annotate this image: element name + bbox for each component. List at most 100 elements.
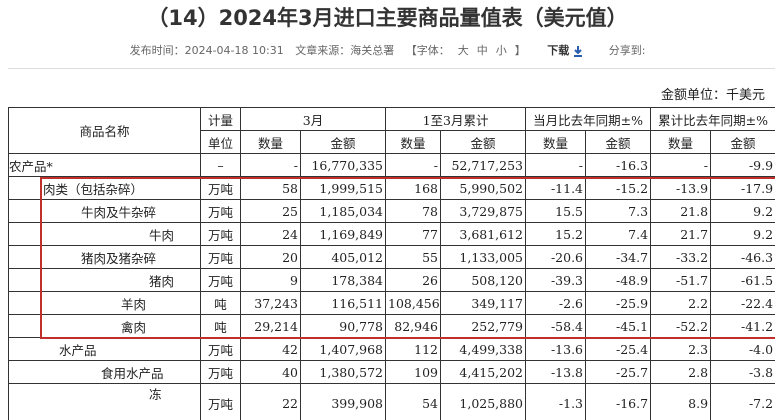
value-cell: -33.2 <box>650 245 712 269</box>
value-cell: 25 <box>240 199 301 223</box>
download-icon[interactable] <box>573 45 583 57</box>
item-name: 猪肉及猪杂碎 <box>8 245 201 269</box>
header-cell: 金额 <box>299 130 387 154</box>
value-cell: 2.2 <box>650 291 712 315</box>
value-cell: 90,778 <box>299 314 387 338</box>
value-cell: -15.2 <box>585 176 652 200</box>
unit-cell: 吨 <box>200 314 241 338</box>
font-label: 【字体： <box>405 44 450 57</box>
value-cell: 15.2 <box>525 222 587 246</box>
item-name: 禽肉 <box>8 314 201 338</box>
value-cell: 20 <box>240 245 301 269</box>
download[interactable]: 下载 <box>547 44 570 57</box>
value-cell: 1,169,849 <box>299 222 387 246</box>
value-cell: -1.3 <box>525 383 587 420</box>
font-size[interactable]: 小 <box>495 44 507 57</box>
header-cell: 计量 <box>200 107 241 131</box>
unit-cell: 万吨 <box>200 337 241 361</box>
value-cell: 4,415,202 <box>440 360 527 384</box>
header-cell: 1至3月累计 <box>385 107 527 131</box>
value-cell: 9 <box>240 268 301 292</box>
value-cell: 9.2 <box>710 222 775 246</box>
table-row: 农产品* – -16,770,335-52,717,253- -16.3- -9.9 <box>8 153 775 177</box>
value-cell: 58 <box>240 176 301 200</box>
header-cell: 累计比去年同期±% <box>650 107 775 131</box>
value-cell: 55 <box>385 245 442 269</box>
table-row: 牛肉 万吨 24 1,169,849 77 3,681,612 15.2 7.4 21.7 9.2 <box>8 222 775 246</box>
value-cell: 5,990,502 <box>440 176 527 200</box>
value-cell: - <box>385 153 442 177</box>
font-close: 】 <box>514 44 526 57</box>
header-cell: 当月比去年同期±% <box>525 107 652 131</box>
header-cell: 单位 <box>200 130 241 154</box>
value-cell: -4.0 <box>710 337 775 361</box>
value-cell: -46.3 <box>710 245 775 269</box>
value-cell: -7.2 <box>710 383 775 420</box>
value-cell: -22.4 <box>710 291 775 315</box>
value-cell: 21.8 <box>650 199 712 223</box>
value-cell: 15.5 <box>525 199 587 223</box>
value-cell: 405,012 <box>299 245 387 269</box>
table-row: 牛肉及牛杂碎 万吨 25 1,185,034 78 3,729,875 15.5 7.3 21.… <box>8 199 775 223</box>
meta-bar: 发布时间：2024-04-18 10:31 文章来源：海关总署 【字体： 大中小】… <box>0 42 775 58</box>
item-name: 猪肉 <box>8 268 201 292</box>
value-cell: -17.9 <box>710 176 775 200</box>
value-cell: 16,770,335 <box>299 153 387 177</box>
value-cell: 54 <box>385 383 442 420</box>
table-row: 猪肉及猪杂碎 万吨 20 405,012 55 1,133,005 -20.6 -34.7 -3… <box>8 245 775 269</box>
header-cell: 数量 <box>385 130 442 154</box>
unit-note: 金额单位：千美元 <box>660 88 765 103</box>
value-cell: -13.8 <box>525 360 587 384</box>
item-name: 牛肉 <box>8 222 201 246</box>
font-size[interactable]: 中 <box>476 44 488 57</box>
header-cell: 金额 <box>440 130 527 154</box>
value-cell: 399,908 <box>299 383 387 420</box>
value-cell: 37,243 <box>240 291 301 315</box>
header-cell: 商品名称 <box>8 107 201 154</box>
unit-cell: 万吨 <box>200 268 241 292</box>
value-cell: -20.6 <box>525 245 587 269</box>
value-cell: - <box>525 153 587 177</box>
table-row: 水产品 万吨 42 1,407,968 112 4,499,338 -13.6 -25.4 2.… <box>8 337 775 361</box>
value-cell: 508,120 <box>440 268 527 292</box>
published: 发布时间：2024-04-18 10:31 <box>129 44 284 57</box>
source: 文章来源：海关总署 <box>295 44 395 57</box>
value-cell: 1,133,005 <box>440 245 527 269</box>
value-cell: -3.8 <box>710 360 775 384</box>
value-cell: -25.4 <box>585 337 652 361</box>
value-cell: -25.9 <box>585 291 652 315</box>
unit-cell: 万吨 <box>200 176 241 200</box>
share: 分享到: <box>608 44 646 57</box>
value-cell: -34.7 <box>585 245 652 269</box>
value-cell: 1,999,515 <box>299 176 387 200</box>
value-cell: 40 <box>240 360 301 384</box>
value-cell: 4,499,338 <box>440 337 527 361</box>
value-cell: -39.3 <box>525 268 587 292</box>
value-cell: 168 <box>385 176 442 200</box>
item-name: 水产品 <box>8 337 201 361</box>
header-cell: 数量 <box>525 130 587 154</box>
value-cell: 7.4 <box>585 222 652 246</box>
header-cell: 3月 <box>239 107 387 131</box>
value-cell: 29,214 <box>240 314 301 338</box>
header-cell: 数量 <box>650 130 712 154</box>
value-cell: 22 <box>240 383 301 420</box>
value-cell: -58.4 <box>525 314 587 338</box>
value-cell: -13.9 <box>650 176 712 200</box>
value-cell: -41.2 <box>710 314 775 338</box>
item-name: 羊肉 <box>8 291 201 315</box>
value-cell: 21.7 <box>650 222 712 246</box>
unit-cell: – <box>200 153 241 177</box>
value-cell: 24 <box>240 222 301 246</box>
value-cell: 252,779 <box>440 314 527 338</box>
divider <box>8 68 775 69</box>
header-cell: 数量 <box>240 130 301 154</box>
header-cell: 金额 <box>585 130 652 154</box>
table-row: 猪肉 万吨 9 178,384 26 508,120 -39.3 -48.9 -51.7 -61.… <box>8 268 775 292</box>
value-cell: 82,946 <box>385 314 442 338</box>
item-name: 食用水产品 <box>8 360 201 384</box>
header-cell: 金额 <box>710 130 775 154</box>
value-cell: 1,380,572 <box>299 360 387 384</box>
font-size[interactable]: 大 <box>457 44 469 57</box>
